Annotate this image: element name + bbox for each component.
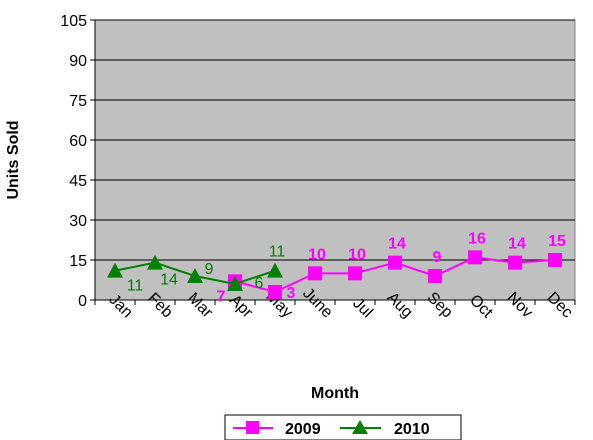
data-label-2009: 10: [348, 246, 366, 263]
point-2009: [388, 255, 402, 270]
data-labels: 7 3 10 10 14 9 16 14 15 11 14 9 6 11: [127, 230, 566, 305]
y-tick-label: 90: [69, 53, 87, 70]
y-axis-ticks: 0 15 30 45 60 75 90 105: [60, 13, 95, 310]
data-label-2009: 3: [287, 285, 296, 302]
data-label-2009: 14: [508, 236, 526, 253]
data-label-2009: 16: [468, 230, 486, 247]
point-2010: [107, 262, 123, 278]
legend-label-2009: 2009: [285, 421, 321, 438]
y-tick-label: 15: [69, 253, 87, 270]
x-axis-title: Month: [311, 385, 359, 402]
data-label-2009: 10: [308, 246, 326, 263]
point-2010: [227, 276, 243, 291]
plot-area: [94, 19, 576, 301]
point-2010: [147, 254, 163, 270]
y-tick-label: 0: [78, 293, 87, 310]
point-2009: [348, 266, 362, 281]
data-label-2010: 9: [205, 261, 214, 278]
data-label-2010: 6: [255, 275, 264, 292]
legend-marker-2010: [352, 420, 368, 434]
y-tick-label: 75: [69, 93, 87, 110]
data-label-2009: 14: [388, 236, 406, 253]
series-layer: [107, 250, 562, 299]
legend-marker-2009: [246, 421, 259, 434]
gridlines: [94, 19, 575, 301]
y-tick-label: 30: [69, 213, 87, 230]
data-label-2009: 9: [433, 249, 442, 266]
data-label-2010: 11: [269, 244, 286, 261]
point-2009: [468, 250, 482, 265]
y-tick-label: 45: [69, 173, 87, 190]
point-2009: [308, 266, 322, 281]
point-2010: [187, 268, 203, 283]
data-label-2009: 15: [548, 233, 566, 250]
point-2009: [428, 269, 442, 283]
point-2009: [268, 285, 282, 299]
legend-label-2010: 2010: [394, 421, 430, 438]
y-tick-label: 60: [69, 133, 87, 150]
data-label-2009: 7: [217, 288, 226, 305]
point-2010: [267, 262, 283, 278]
legend: 2009 2010: [224, 414, 462, 440]
y-tick-label: 105: [60, 13, 87, 30]
point-2009: [508, 255, 522, 270]
point-2009: [548, 253, 562, 267]
data-label-2010: 11: [127, 278, 144, 295]
data-label-2010: 14: [160, 272, 178, 289]
y-axis-title: Units Sold: [5, 120, 22, 199]
